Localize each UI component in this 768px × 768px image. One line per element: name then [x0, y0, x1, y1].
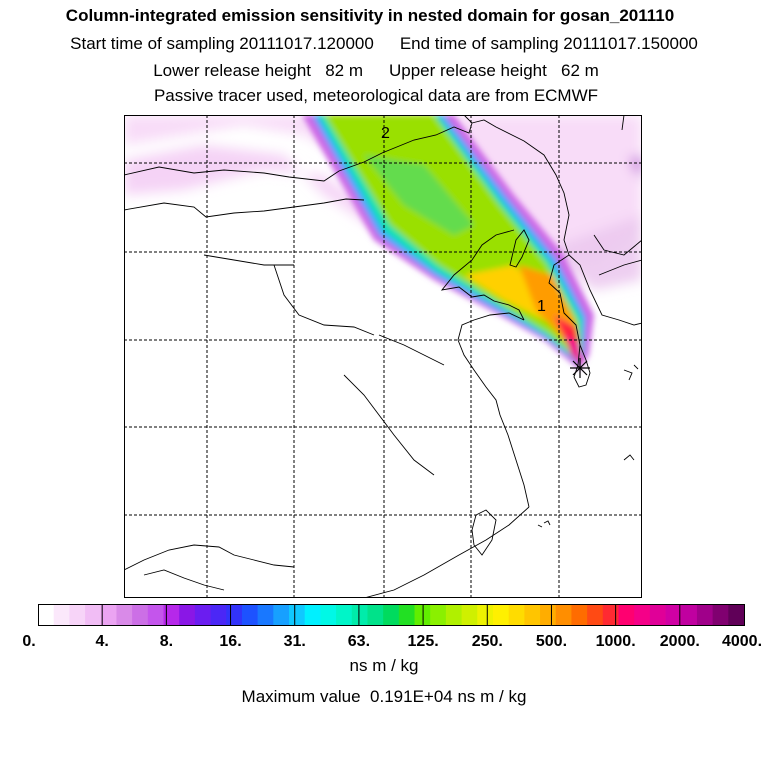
colorbar-tick-label: 250.	[472, 633, 503, 650]
lat-lon-grid	[124, 115, 642, 598]
colorbar-cell	[728, 605, 745, 625]
tracer-info: Passive tracer used, meteorological data…	[153, 86, 599, 105]
colorbar-tick-label: 63.	[348, 633, 370, 650]
colorbar-cell	[241, 605, 259, 625]
colorbar-cell	[649, 605, 666, 625]
colorbar-cell	[508, 605, 525, 625]
colorbar-cell	[492, 605, 510, 625]
asterisk-icon	[570, 358, 590, 378]
colorbar-cell	[383, 605, 400, 625]
colorbar-cell	[289, 605, 306, 625]
colorbar-cell	[85, 605, 102, 625]
colorbar-cell	[414, 605, 431, 625]
colorbar-tick-label: 4.	[96, 633, 109, 650]
coastlines	[124, 115, 642, 598]
colorbar-cell	[618, 605, 635, 625]
colorbar-cell	[320, 605, 337, 625]
colorbar-cell	[445, 605, 462, 625]
colorbar-tick-label: 1000.	[596, 633, 636, 650]
colorbar-cell	[273, 605, 290, 625]
colorbar-ticks: 0. 4. 8. 16. 31. 63. 125. 250. 500. 1000. 2000. 400…	[22, 605, 762, 650]
colorbar-cell	[147, 605, 164, 625]
colorbar-cells	[38, 605, 745, 625]
colorbar-cell	[602, 605, 619, 625]
colorbar-cell	[53, 605, 70, 625]
colorbar-cell	[210, 605, 227, 625]
colorbar-cell	[461, 605, 478, 625]
colorbar-cell	[398, 605, 415, 625]
colorbar-cell	[163, 605, 180, 625]
upper-release-height: Upper release height 62 m	[389, 61, 599, 80]
colorbar-tick-label: 4000.	[722, 633, 762, 650]
colorbar-cell	[477, 605, 494, 625]
colorbar-cell	[116, 605, 133, 625]
colorbar-cell	[587, 605, 604, 625]
colorbar-cell	[257, 605, 274, 625]
colorbar-cell	[179, 605, 196, 625]
colorbar-tick-label: 2000.	[660, 633, 700, 650]
lower-release-height: Lower release height 82 m	[153, 61, 363, 80]
plot-title: Column-integrated emission sensitivity i…	[65, 6, 675, 25]
trajectory-label-2: 2	[381, 125, 390, 142]
colorbar-cell	[430, 605, 447, 625]
colorbar-cell	[194, 605, 211, 625]
start-time: Start time of sampling 20111017.120000	[70, 34, 374, 53]
colorbar-cell	[226, 605, 243, 625]
colorbar-tick-label: 500.	[536, 633, 567, 650]
sensitivity-plume	[302, 115, 594, 370]
map-panel: 2 1	[124, 115, 642, 598]
colorbar: 0. 4. 8. 16. 31. 63. 125. 250. 500. 1000. 2000. 400…	[22, 604, 762, 650]
colorbar-tick-label: 31.	[284, 633, 306, 650]
sampling-times: Start time of sampling 20111017.120000 En…	[0, 34, 768, 54]
colorbar-tick-label: 125.	[408, 633, 439, 650]
colorbar-tick-label: 0.	[22, 633, 35, 650]
colorbar-cell	[555, 605, 572, 625]
colorbar-cell	[351, 605, 368, 625]
colorbar-cell	[712, 605, 729, 625]
colorbar-cell	[367, 605, 384, 625]
colorbar-tick-label: 16.	[219, 633, 241, 650]
colorbar-cell	[304, 605, 321, 625]
end-time: End time of sampling 20111017.150000	[399, 34, 698, 53]
colorbar-cell	[336, 605, 353, 625]
colorbar-cell	[69, 605, 86, 625]
colorbar-tick-label: 8.	[160, 633, 173, 650]
colorbar-cell	[696, 605, 714, 625]
maximum-value: Maximum value 0.191E+04 ns m / kg	[241, 687, 527, 706]
colorbar-cell	[571, 605, 588, 625]
colorbar-cell	[524, 605, 541, 625]
colorbar-cell	[634, 605, 651, 625]
colorbar-cell	[38, 605, 55, 625]
colorbar-cell	[681, 605, 698, 625]
colorbar-cell	[665, 605, 682, 625]
trajectory-label-1: 1	[537, 298, 546, 315]
colorbar-cell	[100, 605, 117, 625]
release-heights: Lower release height 82 m Upper release h…	[0, 61, 760, 81]
colorbar-cell	[540, 605, 557, 625]
colorbar-units: ns m / kg	[349, 656, 419, 675]
colorbar-cell	[132, 605, 149, 625]
